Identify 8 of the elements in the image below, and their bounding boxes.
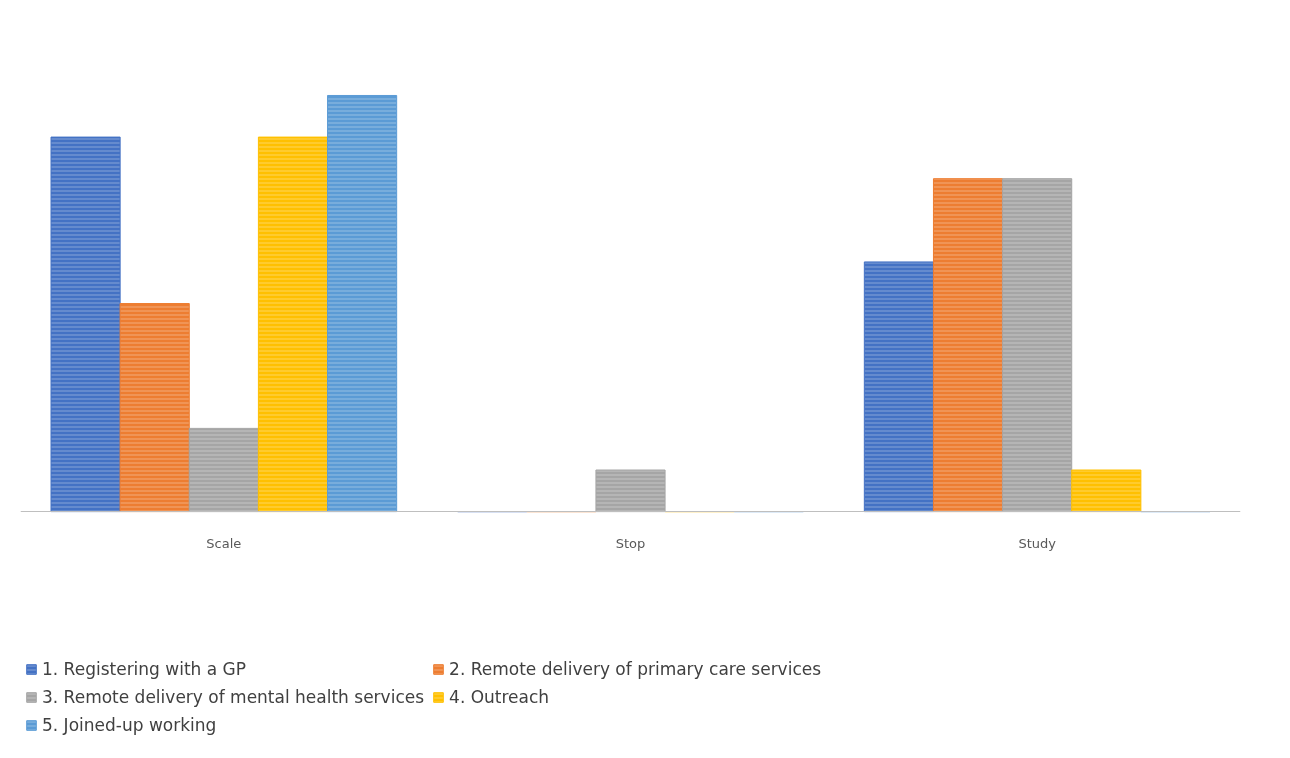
x-tick-label: Study — [1018, 535, 1057, 551]
legend-label: 5. Joined-up working — [42, 715, 217, 735]
legend-label: 4. Outreach — [449, 687, 550, 707]
legend-label: 3. Remote delivery of mental health services — [42, 687, 425, 707]
legend-label: 2. Remote delivery of primary care services — [449, 659, 822, 679]
legend-label: 1. Registering with a GP — [42, 659, 247, 679]
x-tick-label: Stop — [615, 535, 646, 551]
x-tick-label: Scale — [206, 535, 242, 551]
